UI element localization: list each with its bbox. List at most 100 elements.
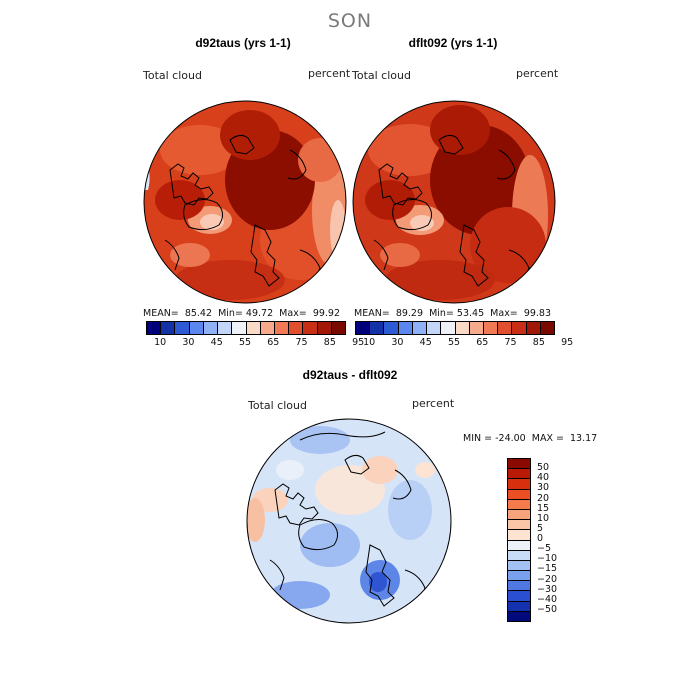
colorbar-tick-label: −5 — [537, 543, 552, 555]
colorbar-swatch — [356, 322, 370, 334]
min-value: 49.72 — [245, 308, 274, 319]
colorbar-tick-label: 0 — [537, 533, 544, 544]
stats-right: MEAN= 89.29 Min= 53.45 Max= 99.83 — [354, 308, 551, 319]
colorbar-swatch — [302, 322, 317, 334]
max-label: Max= — [279, 308, 307, 319]
var-label-right: Total cloud — [352, 69, 411, 82]
colorbar-swatch — [508, 498, 530, 509]
colorbar-swatch — [508, 549, 530, 560]
colorbar-swatch — [497, 322, 512, 334]
colorbar-tick-label: 10 — [537, 512, 550, 524]
colorbar-swatch — [440, 322, 455, 334]
colorbar-tick-label: 40 — [537, 472, 550, 484]
colorbar-swatch — [426, 322, 441, 334]
colorbar-tick-label: 30 — [537, 482, 550, 494]
colorbar-swatch — [217, 322, 232, 334]
season-title: SON — [327, 10, 373, 32]
colorbar-swatch — [259, 322, 274, 334]
stats-left: MEAN= 85.42 Min= 49.72 Max= 99.92 — [143, 308, 340, 319]
colorbar-tick-label: 10 — [363, 337, 376, 348]
colorbar-tick-label: 20 — [537, 492, 550, 504]
colorbar-swatch — [454, 322, 469, 334]
mean-label: MEAN= — [354, 308, 390, 319]
colorbar-swatch — [369, 322, 384, 334]
units-label-right: percent — [516, 67, 559, 80]
colorbar-swatch — [508, 519, 530, 530]
colorbar-right — [355, 321, 555, 335]
colorbar-swatch — [147, 322, 161, 334]
colorbar-tick-label: −30 — [537, 583, 558, 595]
panel-title-d92taus: d92taus (yrs 1-1) — [195, 36, 291, 50]
colorbar-tick-label: 55 — [447, 337, 461, 348]
colorbar-swatch — [508, 590, 530, 601]
polar-map-right — [353, 101, 555, 303]
colorbar-swatch — [316, 322, 331, 334]
colorbar-tick-label: 65 — [476, 337, 489, 348]
mean-value: 89.29 — [395, 308, 424, 319]
min-value: 53.45 — [456, 308, 485, 319]
max-value: 99.83 — [523, 308, 552, 319]
colorbar-swatch — [508, 580, 530, 591]
colorbar-swatch — [468, 322, 483, 334]
diff-minmax: MIN = -24.00 MAX = 13.17 — [463, 433, 598, 444]
colorbar-swatch — [508, 559, 530, 571]
colorbar-difference — [507, 458, 531, 622]
colorbar-tick-label: −20 — [537, 573, 558, 585]
colorbar-ticks-right: 10 30 45 55 65 75 85 95 — [355, 337, 573, 349]
colorbar-tick-label: 30 — [182, 337, 195, 348]
colorbar-swatch — [508, 508, 530, 520]
colorbar-swatch — [508, 488, 530, 499]
diff-var-label: Total cloud — [248, 399, 307, 412]
polar-map-left — [144, 101, 346, 303]
colorbar-tick-label: 85 — [532, 337, 545, 348]
colorbar-tick-label: 5 — [537, 522, 544, 534]
panel-title-dflt092: dflt092 (yrs 1-1) — [408, 36, 498, 50]
colorbar-swatch — [539, 322, 555, 334]
colorbar-tick-label: 75 — [295, 337, 308, 348]
colorbar-swatch — [508, 539, 530, 550]
colorbar-tick-label: 85 — [323, 337, 336, 348]
colorbar-swatch — [508, 600, 530, 611]
polar-map-difference — [247, 419, 451, 623]
mean-label: MEAN= — [143, 308, 179, 319]
colorbar-swatch — [508, 570, 530, 581]
colorbar-swatch — [288, 322, 303, 334]
units-label-left: percent — [308, 67, 351, 80]
colorbar-swatch — [525, 322, 540, 334]
colorbar-swatch — [482, 322, 498, 334]
var-label-left: Total cloud — [143, 69, 202, 82]
colorbar-swatch — [160, 322, 175, 334]
colorbar-swatch — [273, 322, 289, 334]
colorbar-difference-ticks: 50 40 30 20 15 10 5 0 −5 −10 −15 −20 −30 −40 −50 — [537, 458, 577, 620]
colorbar-tick-label: −15 — [537, 563, 558, 575]
colorbar-swatch — [330, 322, 346, 334]
colorbar-tick-label: 30 — [391, 337, 404, 348]
colorbar-swatch — [411, 322, 427, 334]
colorbar-swatch — [508, 610, 530, 621]
colorbar-tick-label: 50 — [537, 462, 550, 474]
colorbar-tick-label: −50 — [537, 603, 558, 615]
colorbar-tick-label: −40 — [537, 593, 558, 605]
colorbar-tick-label: 95 — [352, 337, 365, 348]
colorbar-tick-label: 10 — [154, 337, 167, 348]
colorbar-swatch — [508, 459, 530, 469]
colorbar-tick-label: 15 — [537, 502, 550, 514]
colorbar-tick-label: 55 — [238, 337, 252, 348]
mean-value: 85.42 — [184, 308, 213, 319]
colorbar-tick-label: 45 — [419, 337, 432, 348]
colorbar-swatch — [397, 322, 412, 334]
colorbar-ticks-left: 10 30 45 55 65 75 85 95 — [146, 337, 364, 349]
colorbar-swatch — [188, 322, 203, 334]
colorbar-swatch — [231, 322, 246, 334]
colorbar-left — [146, 321, 346, 335]
min-label: Min= — [429, 308, 454, 319]
max-label: Max= — [490, 308, 518, 319]
colorbar-tick-label: 45 — [210, 337, 223, 348]
colorbar-swatch — [383, 322, 398, 334]
diff-panel-title: d92taus - dflt092 — [302, 368, 398, 382]
diff-units-label: percent — [412, 397, 455, 410]
colorbar-swatch — [174, 322, 189, 334]
colorbar-swatch — [508, 529, 530, 540]
colorbar-tick-label: 95 — [561, 337, 574, 348]
